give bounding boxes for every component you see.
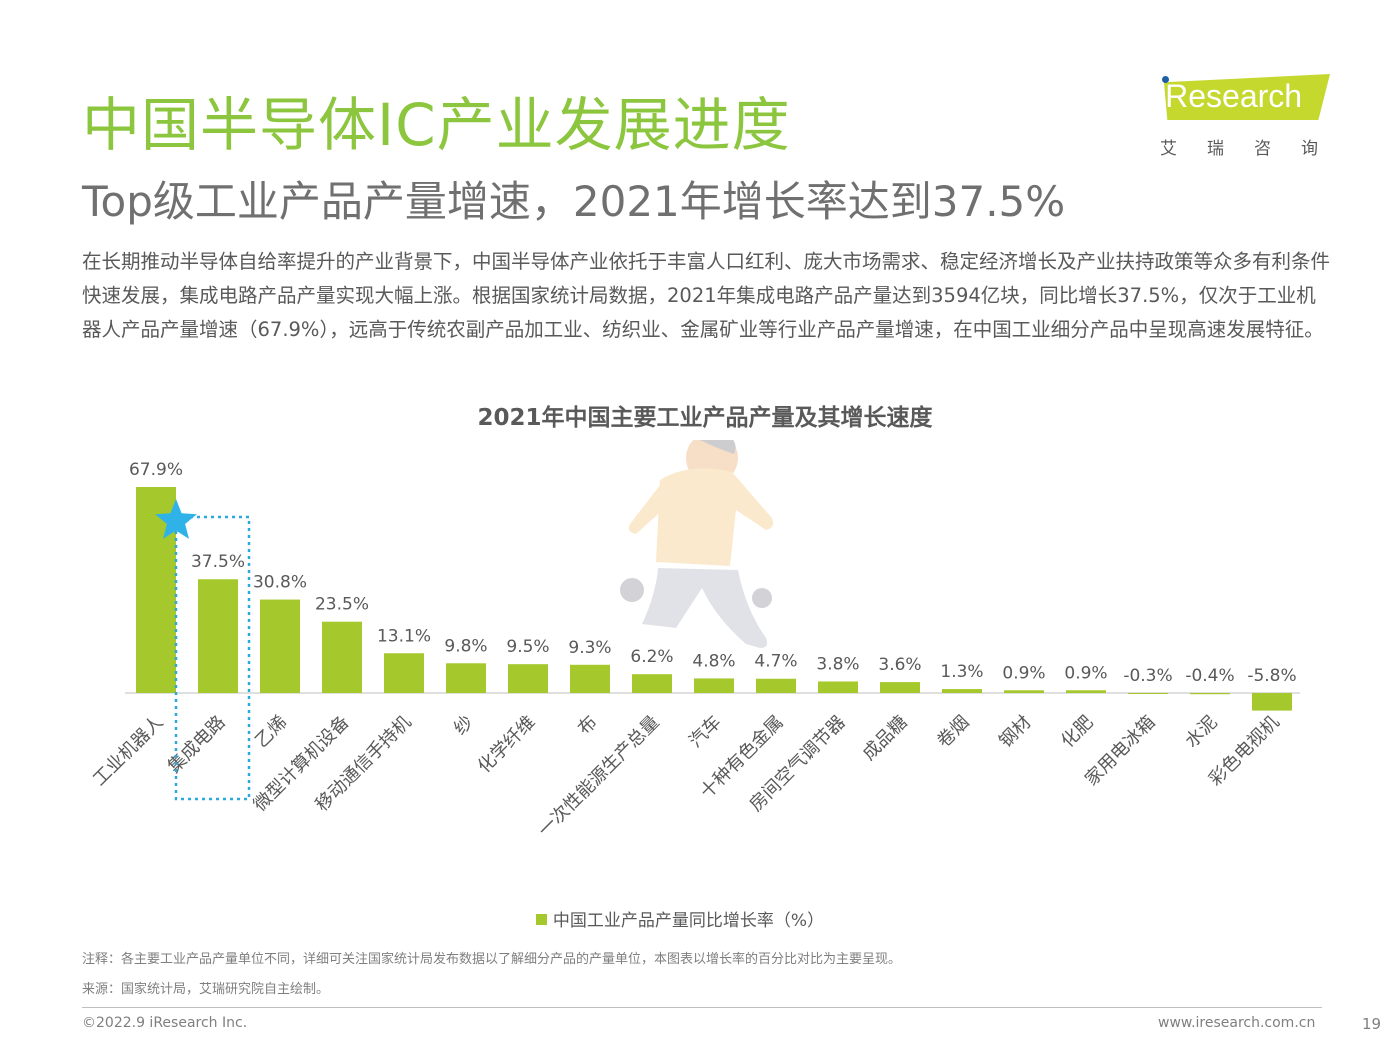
category-label-18: 水泥 xyxy=(1181,712,1221,752)
iresearch-logo: iResearch 艾瑞咨询 xyxy=(1150,72,1340,162)
logo-brand: iResearch xyxy=(1158,78,1303,114)
value-label-3: 30.8% xyxy=(253,573,307,593)
bar-7 xyxy=(508,664,548,693)
bar-9 xyxy=(632,674,672,693)
value-label-10: 4.8% xyxy=(692,651,735,671)
value-label-17: -0.3% xyxy=(1123,666,1172,686)
value-label-7: 9.5% xyxy=(506,637,549,657)
logo-brand-cn: 艾瑞咨询 xyxy=(1160,139,1348,159)
legend-swatch xyxy=(535,914,547,925)
category-label-2: 集成电路 xyxy=(164,712,230,778)
value-label-19: -5.8% xyxy=(1247,666,1296,686)
bar-16 xyxy=(1066,690,1106,693)
bar-2 xyxy=(198,579,238,693)
page-number: 19 xyxy=(1362,1015,1382,1033)
bar-chart: 67.9% 37.5% 30.8% 23.5% 13.1% 9.8% 9.5% 9.3% 6.2… xyxy=(89,440,1300,841)
bar-19 xyxy=(1252,693,1292,711)
footer-website: www.iresearch.com.cn xyxy=(1158,1015,1316,1031)
value-label-18: -0.4% xyxy=(1185,666,1234,686)
footer-divider xyxy=(82,1007,1322,1008)
bar-4 xyxy=(322,621,362,693)
value-label-11: 4.7% xyxy=(754,652,797,672)
page-title: 中国半导体IC产业发展进度 xyxy=(82,91,791,159)
value-label-9: 6.2% xyxy=(630,647,673,667)
bar-17 xyxy=(1128,693,1168,694)
category-label-8: 布 xyxy=(574,712,602,740)
value-label-2: 37.5% xyxy=(191,552,245,572)
category-label-6: 纱 xyxy=(450,712,478,740)
value-label-6: 9.8% xyxy=(444,636,487,656)
value-label-5: 13.1% xyxy=(377,626,431,646)
category-label-15: 钢材 xyxy=(995,712,1035,752)
logo-dot xyxy=(1162,76,1169,83)
value-label-16: 0.9% xyxy=(1064,663,1107,683)
bar-11 xyxy=(756,678,796,693)
category-label-16: 化肥 xyxy=(1057,712,1097,752)
value-label-8: 9.3% xyxy=(568,638,611,658)
category-label-10: 汽车 xyxy=(685,712,725,752)
bar-10 xyxy=(694,678,734,693)
bar-13 xyxy=(880,682,920,693)
bar-6 xyxy=(446,663,486,693)
chart-note: 注释：各主要工业产品产量单位不同，详细可关注国家统计局发布数据以了解细分产品的产… xyxy=(82,952,902,967)
bar-8 xyxy=(570,664,610,693)
category-label-1: 工业机器人 xyxy=(89,712,167,790)
value-label-12: 3.8% xyxy=(816,654,859,674)
category-label-13: 成品糖 xyxy=(859,712,912,765)
legend-label: 中国工业产品产量同比增长率（%） xyxy=(552,911,825,931)
category-label-7: 化学纤维 xyxy=(474,712,540,778)
bar-5 xyxy=(384,653,424,693)
chart-title: 2021年中国主要工业产品产量及其增长速度 xyxy=(477,405,933,431)
category-label-9: 一次性能源生产总量 xyxy=(534,712,663,841)
value-label-4: 23.5% xyxy=(315,595,369,615)
chart-source: 来源：国家统计局，艾瑞研究院自主绘制。 xyxy=(82,982,330,997)
category-label-14: 卷烟 xyxy=(933,712,973,752)
footer-copyright: ©2022.9 iResearch Inc. xyxy=(82,1015,248,1031)
highlight-box xyxy=(174,515,251,801)
bar-3 xyxy=(260,599,300,693)
summary-paragraph: 在长期推动半导体自给率提升的产业背景下，中国半导体产业依托于丰富人口红利、庞大市… xyxy=(82,250,1331,341)
bar-15 xyxy=(1004,690,1044,693)
logo-banner xyxy=(1164,74,1330,120)
category-label-3: 乙烯 xyxy=(251,712,291,752)
bar-12 xyxy=(818,681,858,693)
chart-legend: 中国工业产品产量同比增长率（%） xyxy=(0,906,1360,931)
page-subtitle: Top级工业产品产量增速，2021年增长率达到37.5% xyxy=(82,177,1066,226)
value-label-15: 0.9% xyxy=(1002,663,1045,683)
runner-illustration xyxy=(620,440,774,648)
value-label-13: 3.6% xyxy=(878,655,921,675)
bar-18 xyxy=(1190,693,1230,695)
star-icon xyxy=(155,499,197,539)
bar-14 xyxy=(942,689,982,693)
value-label-14: 1.3% xyxy=(940,662,983,682)
value-label-1: 67.9% xyxy=(129,460,183,480)
